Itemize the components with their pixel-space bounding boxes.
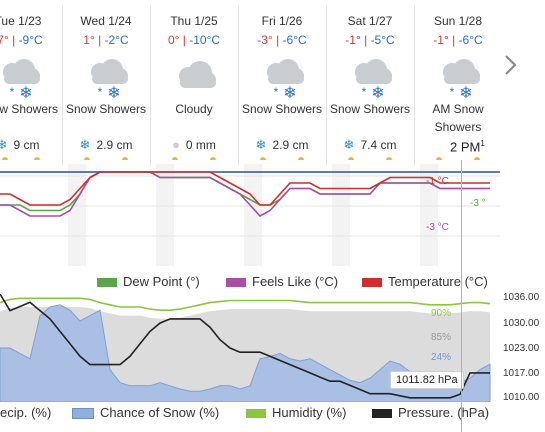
pressure-line [0, 294, 490, 399]
svg-text:*: * [450, 85, 455, 99]
hover-cursor-line [461, 160, 462, 432]
svg-text:❄: ❄ [283, 85, 296, 100]
day-name: Sat 1/27 [347, 14, 393, 28]
day-column[interactable]: Sun 1/28 -1° | -6°C *❄ AM Snow Showers ❄ [414, 6, 502, 166]
day-condition: Snow Showers [65, 102, 147, 116]
svg-text:❄: ❄ [459, 85, 472, 100]
snow-showers-icon: * ❄ [267, 59, 304, 100]
day-precip: ● 0 mm [172, 137, 216, 152]
legend-precip[interactable]: ecip. (%) [0, 405, 52, 420]
snow-showers-icon: * ❄ [3, 59, 40, 100]
precip-humidity-pressure-chart[interactable]: 90% 85% 24% [0, 294, 500, 402]
day-condition: AM Snow Showers [432, 102, 484, 134]
snowflake-icon: ❄ [0, 137, 8, 152]
svg-text:*: * [362, 85, 367, 99]
pressure-tick-label: 1030.00 [503, 318, 540, 329]
day-temps: -1° | -5°C [345, 33, 395, 47]
svg-text:❄: ❄ [107, 85, 120, 100]
humidity-value-label: 90% [431, 308, 451, 319]
snow-showers-icon: * ❄ [91, 59, 128, 100]
day-temps: -7° | -9°C [0, 33, 43, 47]
precip-area [0, 307, 490, 402]
sun-marker [348, 157, 354, 160]
sun-marker [260, 157, 266, 160]
day-precip: ❄ 2.9 cm [255, 137, 309, 152]
snow-showers-icon: * ❄ [443, 59, 480, 100]
feels-value-label: -3 °C [426, 222, 449, 233]
day-precip: ❄ 9 cm [0, 137, 62, 153]
legend-humidity[interactable]: Humidity (%) [246, 405, 346, 420]
day-temps: 0° | -10°C [167, 33, 221, 47]
cloudy-icon [179, 61, 216, 88]
series-line-temperature-c [0, 171, 490, 206]
day-name: Thu 1/25 [170, 14, 218, 28]
daylight-markers [2, 157, 480, 160]
day-condition: Snow Showers [329, 102, 411, 116]
day-name: Sun 1/28 [433, 14, 483, 28]
pressure-tick-label: 1036.00 [503, 292, 540, 303]
day-condition: Snow Showers [241, 102, 323, 116]
day-condition: Snow Showers [0, 102, 59, 116]
snow-showers-icon: * ❄ [355, 59, 392, 100]
day-temps: 1° | -2°C [83, 33, 129, 47]
night-bands [68, 164, 438, 266]
day-name: Tue 1/23 [0, 14, 42, 28]
sun-marker [298, 157, 304, 160]
temp-value-label: -1 °C [426, 176, 449, 187]
snowflake-icon: ❄ [343, 137, 355, 152]
temperature-chart[interactable]: -1 °C -3 ° -3 °C [0, 164, 500, 266]
svg-text:*: * [274, 85, 279, 99]
legend-pressure[interactable]: Pressure. (hPa) [372, 405, 489, 420]
svg-text:❄: ❄ [371, 85, 384, 100]
legend-feels-like[interactable]: Feels Like (°C) [226, 274, 338, 289]
svg-text:*: * [10, 85, 15, 99]
sun-marker [386, 157, 392, 160]
svg-text:❄: ❄ [19, 85, 32, 100]
day-column[interactable]: Sat 1/27 -1° | -5°C * ❄ Snow Showers ❄ 7.4… [326, 6, 415, 166]
day-column[interactable]: Thu 1/25 0° | -10°C Cloudy ● 0 mm [150, 6, 239, 166]
hover-time-label: 2 PM1 [447, 138, 488, 156]
day-column[interactable]: Wed 1/24 1° | -2°C * ❄ Snow Showers ❄ 2.9 … [62, 6, 151, 166]
sun-marker [474, 157, 480, 160]
day-temps: -3° | -6°C [257, 33, 307, 47]
raindrop-icon: ● [172, 137, 180, 152]
pressure-tooltip: 1011.82 hPa [390, 371, 464, 389]
day-precip: ❄ 2.9 cm [79, 137, 133, 152]
day-name: Fri 1/26 [261, 14, 303, 28]
pressure-tick-label: 1017.00 [503, 368, 540, 379]
legend-temperature[interactable]: Temperature (°C) [362, 274, 488, 289]
pressure-tick-label: 1010.00 [503, 392, 540, 403]
legend-dew-point[interactable]: Dew Point (°) [97, 274, 200, 289]
day-column[interactable]: Tue 1/23 -7° | -9°C *❄ Snow Showers ❄9 c… [0, 6, 63, 166]
next-days-arrow-icon[interactable] [502, 52, 520, 78]
sun-marker [84, 157, 90, 160]
pressure-tick-label: 1023.00 [503, 343, 540, 354]
sun-marker [34, 157, 40, 160]
svg-text:*: * [98, 85, 103, 99]
sun-marker [436, 157, 442, 160]
sun-marker [122, 157, 128, 160]
precip-value-label: 85% [431, 332, 451, 343]
dew-value-label: -3 ° [470, 198, 486, 209]
series-line-feels-like-c [0, 171, 490, 218]
day-condition: Cloudy [175, 102, 213, 116]
legend-chance-of-snow[interactable]: Chance of Snow (%) [72, 405, 219, 420]
humidity-line [0, 297, 491, 312]
snowflake-icon: ❄ [79, 137, 91, 152]
day-temps: -1° | -6°C [433, 33, 483, 47]
day-precip: ❄ 7.4 cm [343, 137, 397, 152]
snowflake-icon: ❄ [255, 137, 267, 152]
sun-marker [172, 157, 178, 160]
day-name: Wed 1/24 [80, 14, 132, 28]
sun-marker [2, 157, 8, 160]
snow-value-label: 24% [431, 352, 451, 363]
sun-marker [210, 157, 216, 160]
day-column[interactable]: Fri 1/26 -3° | -6°C * ❄ Snow Showers ❄ 2.9… [238, 6, 327, 166]
